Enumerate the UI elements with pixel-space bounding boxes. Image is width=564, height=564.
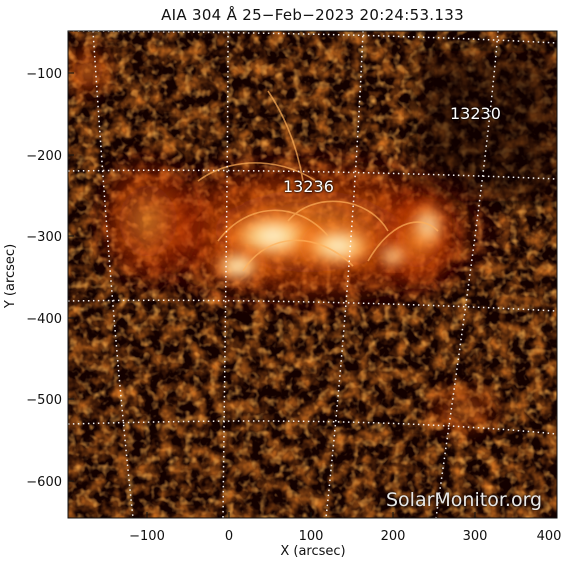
y-tick-label: −100	[26, 67, 62, 82]
solar-emission-image	[68, 31, 557, 518]
y-tick-label: −600	[26, 475, 62, 490]
x-tick-label: 400	[537, 529, 562, 544]
solar-image-panel: 13230 13236 SolarMonitor.org	[68, 31, 557, 518]
x-tick-label: 100	[299, 529, 324, 544]
y-tick-label: −400	[26, 312, 62, 327]
plot-title: AIA 304 Å 25−Feb−2023 20:24:53.133	[161, 6, 464, 24]
x-axis-label: X (arcsec)	[280, 544, 345, 559]
plot-frame	[67, 30, 558, 519]
region-label-13230: 13230	[450, 104, 501, 123]
y-tick-label: −500	[26, 393, 62, 408]
region-label-13236: 13236	[283, 177, 334, 196]
y-axis-label: Y (arcsec)	[3, 244, 18, 309]
y-tick-label: −300	[26, 230, 62, 245]
x-tick-label: −100	[129, 529, 165, 544]
x-tick-label: 0	[225, 529, 233, 544]
x-tick-label: 200	[381, 529, 406, 544]
x-tick-label: 300	[463, 529, 488, 544]
y-tick-label: −200	[26, 149, 62, 164]
watermark: SolarMonitor.org	[386, 489, 543, 511]
